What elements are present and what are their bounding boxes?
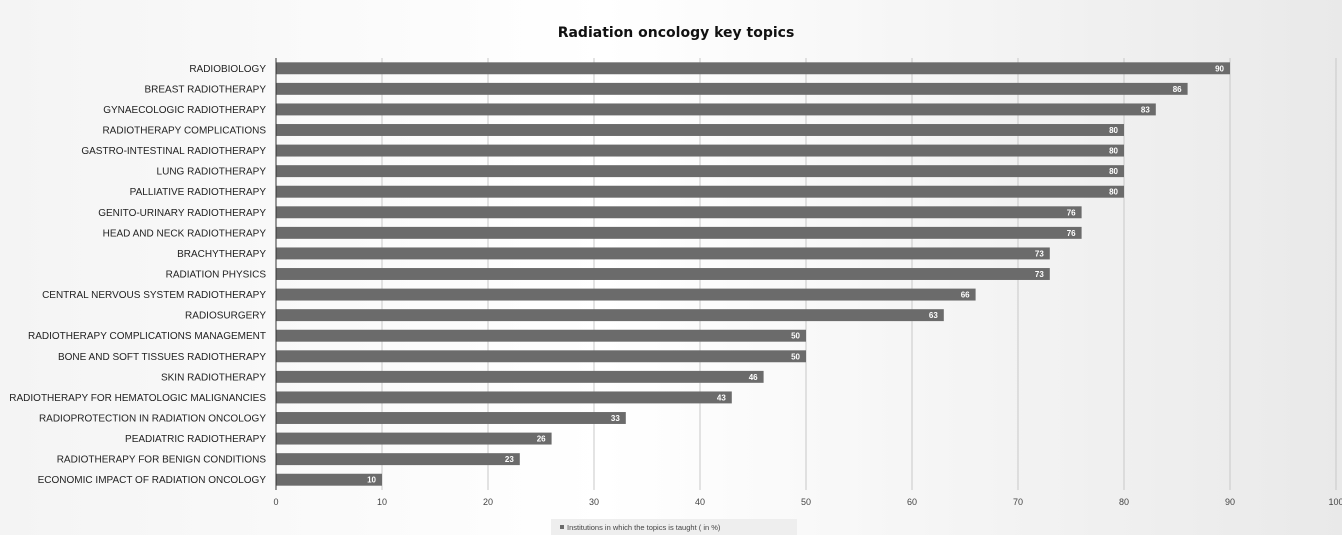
legend-box [551, 519, 797, 535]
x-tick-label: 90 [1225, 497, 1235, 507]
category-label: GENITO-URINARY RADIOTHERAPY [98, 208, 266, 219]
data-label: 43 [717, 393, 726, 402]
bar [276, 309, 944, 322]
bar [276, 206, 1082, 219]
x-tick-label: 50 [801, 497, 811, 507]
data-label: 46 [749, 373, 758, 382]
x-tick-labels: 0 10 20 30 40 50 60 70 80 90 100 [273, 497, 1342, 507]
x-tick-label: 40 [695, 497, 705, 507]
x-tick-label: 30 [589, 497, 599, 507]
x-tick-label: 60 [907, 497, 917, 507]
legend: Institutions in which the topics is taug… [551, 519, 797, 535]
category-label: RADIOTHERAPY COMPLICATIONS MANAGEMENT [28, 331, 266, 342]
chart-title: Radiation oncology key topics [558, 25, 795, 41]
bar [276, 288, 976, 301]
bar [276, 247, 1050, 260]
legend-swatch [560, 525, 564, 529]
category-label: PALLIATIVE RADIOTHERAPY [130, 187, 267, 198]
bar [276, 370, 764, 383]
category-label: RADIOPROTECTION IN RADIATION ONCOLOGY [39, 414, 266, 425]
bar [276, 124, 1124, 136]
bar [276, 144, 1124, 157]
data-label: 66 [961, 291, 970, 300]
category-labels: RADIOBIOLOGY BREAST RADIOTHERAPY GYNAECOLO… [9, 64, 266, 486]
bar [276, 329, 806, 342]
data-label: 23 [505, 455, 514, 464]
category-label: RADIOTHERAPY COMPLICATIONS [102, 126, 266, 137]
data-label: 73 [1035, 249, 1044, 258]
category-label: RADIOSURGERY [185, 311, 266, 322]
bars [276, 62, 1230, 486]
bar [276, 473, 382, 486]
bar [276, 350, 806, 363]
data-label: 10 [367, 476, 376, 485]
data-label: 83 [1141, 105, 1150, 114]
data-label: 80 [1109, 167, 1118, 176]
bar [276, 268, 1050, 280]
bar [276, 432, 552, 445]
data-label: 26 [537, 435, 546, 444]
data-label: 76 [1067, 208, 1076, 217]
bar [276, 226, 1082, 239]
data-label: 73 [1035, 270, 1044, 279]
bar [276, 185, 1124, 198]
category-label: BREAST RADIOTHERAPY [144, 84, 266, 95]
data-label: 80 [1109, 188, 1118, 197]
category-label: GYNAECOLOGIC RADIOTHERAPY [103, 105, 266, 116]
data-label: 50 [791, 332, 800, 341]
x-tick-label: 70 [1013, 497, 1023, 507]
data-labels: 90 86 83 80 80 80 80 76 76 73 73 66 63 50 50 46 43 33 26 23… [367, 64, 1224, 484]
bar [276, 103, 1156, 116]
bar [276, 453, 520, 466]
data-label: 80 [1109, 126, 1118, 135]
data-label: 80 [1109, 147, 1118, 156]
category-label: PEADIATRIC RADIOTHERAPY [125, 434, 266, 445]
data-label: 33 [611, 414, 620, 423]
x-tick-label: 80 [1119, 497, 1129, 507]
category-label: HEAD AND NECK RADIOTHERAPY [103, 228, 267, 239]
data-label: 76 [1067, 229, 1076, 238]
category-label: SKIN RADIOTHERAPY [161, 372, 266, 383]
x-tick-label: 100 [1328, 497, 1342, 507]
bar [276, 82, 1188, 95]
bar [276, 165, 1124, 178]
category-label: RADIOTHERAPY FOR BENIGN CONDITIONS [57, 455, 267, 466]
x-tick-label: 0 [273, 497, 278, 507]
category-label: ECONOMIC IMPACT OF RADIATION ONCOLOGY [38, 475, 267, 486]
data-label: 50 [791, 352, 800, 361]
category-label: RADIOTHERAPY FOR HEMATOLOGIC MALIGNANCIE… [9, 393, 266, 404]
category-label: BRACHYTHERAPY [177, 249, 266, 260]
bar [276, 412, 626, 424]
bar [276, 62, 1230, 75]
category-label: BONE AND SOFT TISSUES RADIOTHERAPY [58, 352, 266, 363]
category-label: RADIATION PHYSICS [166, 270, 267, 281]
data-label: 90 [1215, 64, 1224, 73]
data-label: 86 [1173, 85, 1182, 94]
bar [276, 391, 732, 404]
category-label: LUNG RADIOTHERAPY [157, 167, 267, 178]
data-label: 63 [929, 311, 938, 320]
category-label: RADIOBIOLOGY [189, 64, 266, 75]
x-tick-label: 10 [377, 497, 387, 507]
category-label: CENTRAL NERVOUS SYSTEM RADIOTHERAPY [42, 290, 266, 301]
x-tick-label: 20 [483, 497, 493, 507]
category-label: GASTRO-INTESTINAL RADIOTHERAPY [81, 146, 266, 157]
legend-label: Institutions in which the topics is taug… [567, 523, 721, 532]
